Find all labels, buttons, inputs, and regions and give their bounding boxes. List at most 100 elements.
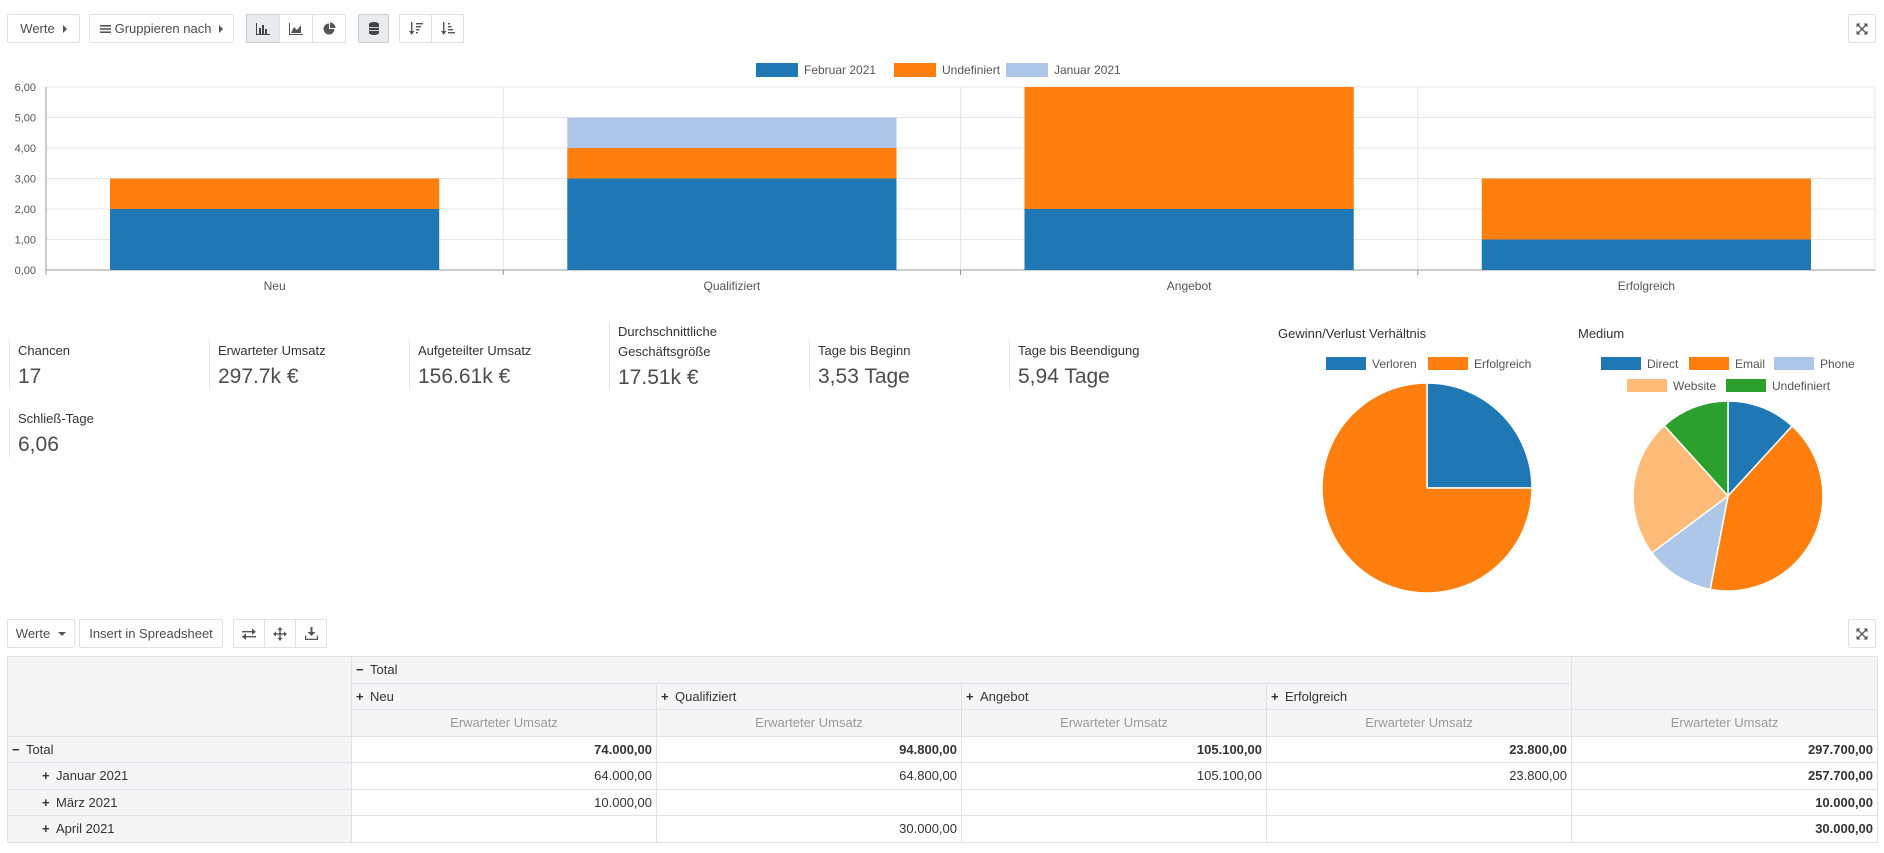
expand-chart-button[interactable] [1848, 14, 1876, 43]
pivot-cell[interactable]: 23.800,00 [1265, 735, 1573, 763]
pivot-cell[interactable]: 105.100,00 [961, 735, 1267, 763]
line-chart-button[interactable] [279, 14, 313, 43]
bar-chart-button[interactable] [246, 14, 280, 43]
pivot-col-header-label: Qualifiziert [675, 688, 737, 704]
pivot-cell[interactable]: 64.800,00 [656, 762, 962, 790]
pivot-row-label: März 2021 [56, 794, 118, 810]
caret-right-icon [62, 24, 67, 33]
x-tick-label: Qualifiziert [704, 279, 761, 293]
pivot-cell[interactable]: 74.000,00 [351, 735, 657, 763]
pivot-cell[interactable] [961, 815, 1267, 843]
pivot-cell[interactable]: 10.000,00 [1571, 788, 1879, 816]
caret-down-icon [58, 631, 67, 636]
winloss-pie-chart: Verloren Erfolgreich [1321, 357, 1533, 594]
kpi-label: Aufgeteilter Umsatz [418, 343, 532, 358]
table-row: + April 2021 30.000,00 30.000,00 [7, 815, 1879, 843]
bar [1024, 87, 1354, 209]
pivot-row-header[interactable]: + März 2021 [7, 788, 352, 816]
pivot-col-header-erfolgreich[interactable]: + Erfolgreich [1265, 682, 1573, 710]
pivot-cell[interactable]: 23.800,00 [1265, 762, 1573, 790]
expand-icon [1856, 23, 1868, 34]
pivot-measure-header[interactable]: Erwarteter Umsatz [1571, 709, 1879, 737]
pivot-col-header-label: Neu [370, 688, 394, 704]
pivot-cell[interactable]: 10.000,00 [351, 788, 657, 816]
groupby-dropdown-button[interactable]: Gruppieren nach [89, 14, 234, 43]
pivot-row-label: Januar 2021 [56, 768, 129, 784]
bar [110, 209, 440, 270]
pivot-cell[interactable]: 105.100,00 [961, 762, 1267, 790]
y-tick-label: 5,00 [15, 113, 36, 125]
pivot-col-header-neu[interactable]: + Neu [351, 682, 657, 710]
bar-chart: Februar 2021 Undefiniert Januar 2021 0,00 1,… [15, 63, 1876, 293]
kpi-schliess-tage[interactable]: Schließ-Tage 6,06 [9, 409, 199, 457]
plus-icon: + [42, 794, 50, 810]
pivot-row-label: April 2021 [56, 821, 115, 837]
measures-label: Werte [20, 21, 55, 36]
table-row: − Total 74.000,00 94.800,00 105.100,00 23… [7, 735, 1879, 763]
expand-all-button[interactable] [264, 619, 296, 648]
legend-swatch [1326, 357, 1366, 370]
legend-swatch [894, 63, 936, 77]
plus-icon: + [1271, 688, 1279, 704]
legend-label: Verloren [1372, 357, 1417, 371]
insert-spreadsheet-button[interactable]: Insert in Spreadsheet [79, 619, 223, 648]
pivot-col-header-angebot[interactable]: + Angebot [961, 682, 1267, 710]
pivot-cell[interactable]: 30.000,00 [656, 815, 962, 843]
insert-spreadsheet-label: Insert in Spreadsheet [89, 626, 213, 641]
chart-type-group [246, 14, 346, 43]
caret-right-icon [219, 24, 224, 33]
stacked-toggle-button[interactable] [358, 14, 389, 43]
kpi-tage-bis-beendigung[interactable]: Tage bis Beendigung 5,94 Tage [1009, 341, 1199, 389]
pivot-measure-header[interactable]: Erwarteter Umsatz [1265, 709, 1573, 737]
legend-label: Phone [1820, 357, 1855, 371]
pie-chart-button[interactable] [312, 14, 346, 43]
kpi-chancen[interactable]: Chancen 17 [9, 341, 199, 389]
sort-descending-button[interactable] [399, 14, 432, 43]
flip-axis-button[interactable] [233, 619, 265, 648]
legend-swatch [1689, 357, 1729, 370]
legend-swatch [1006, 63, 1048, 77]
pivot-measure-header[interactable]: Erwarteter Umsatz [961, 709, 1267, 737]
pivot-cell[interactable]: 297.700,00 [1571, 735, 1879, 763]
y-tick-label: 4,00 [15, 143, 36, 155]
pivot-measures-dropdown-button[interactable]: Werte [7, 619, 75, 648]
pivot-cell[interactable] [351, 815, 657, 843]
kpi-value: 297.7k € [218, 365, 299, 388]
pivot-col-header-label: Erfolgreich [1285, 688, 1348, 704]
pivot-row-header[interactable]: + Januar 2021 [7, 762, 352, 790]
bar-chart-icon [256, 22, 270, 35]
sort-ascending-button[interactable] [431, 14, 464, 43]
bar [1024, 209, 1354, 270]
pivot-col-header-total[interactable]: − Total [350, 656, 1573, 684]
pivot-cell[interactable] [1265, 815, 1573, 843]
pivot-cell[interactable] [961, 788, 1267, 816]
legend-swatch [1774, 357, 1814, 370]
kpi-durchschnittliche-geschaeftsgroesse[interactable]: Durchschnittliche Geschäftsgröße 17.51k … [609, 322, 799, 390]
pivot-row-header[interactable]: + April 2021 [7, 815, 352, 843]
list-icon [99, 24, 111, 33]
kpi-value: 6,06 [18, 433, 59, 456]
pivot-cell[interactable]: 94.800,00 [656, 735, 962, 763]
download-button[interactable] [295, 619, 327, 648]
measures-dropdown-button[interactable]: Werte [7, 14, 80, 43]
pivot-cell[interactable]: 30.000,00 [1571, 815, 1879, 843]
pie-slice [1663, 400, 1729, 498]
pivot-measure-header[interactable]: Erwarteter Umsatz [351, 709, 657, 737]
kpi-tage-bis-beginn[interactable]: Tage bis Beginn 3,53 Tage [809, 341, 999, 389]
pivot-cell[interactable] [656, 788, 962, 816]
kpi-aufgeteilter-umsatz[interactable]: Aufgeteilter Umsatz 156.61k € [409, 341, 599, 389]
legend-label: Website [1673, 379, 1716, 393]
legend-label: Undefiniert [1772, 379, 1831, 393]
pivot-row-header-total[interactable]: − Total [7, 735, 352, 763]
y-tick-label: 1,00 [15, 235, 36, 247]
pivot-cell[interactable]: 64.000,00 [351, 762, 657, 790]
x-tick-label: Neu [264, 279, 286, 293]
pivot-measure-header[interactable]: Erwarteter Umsatz [656, 709, 962, 737]
pivot-col-header-qualifiziert[interactable]: + Qualifiziert [656, 682, 962, 710]
pivot-cell[interactable] [1265, 788, 1573, 816]
expand-pivot-button[interactable] [1848, 619, 1876, 648]
kpi-erwarteter-umsatz[interactable]: Erwarteter Umsatz 297.7k € [209, 341, 399, 389]
expand-icon [1856, 628, 1868, 639]
medium-pie-chart: Direct Email Phone Website Undefiniert [1601, 357, 1855, 592]
pivot-cell[interactable]: 257.700,00 [1571, 762, 1879, 790]
